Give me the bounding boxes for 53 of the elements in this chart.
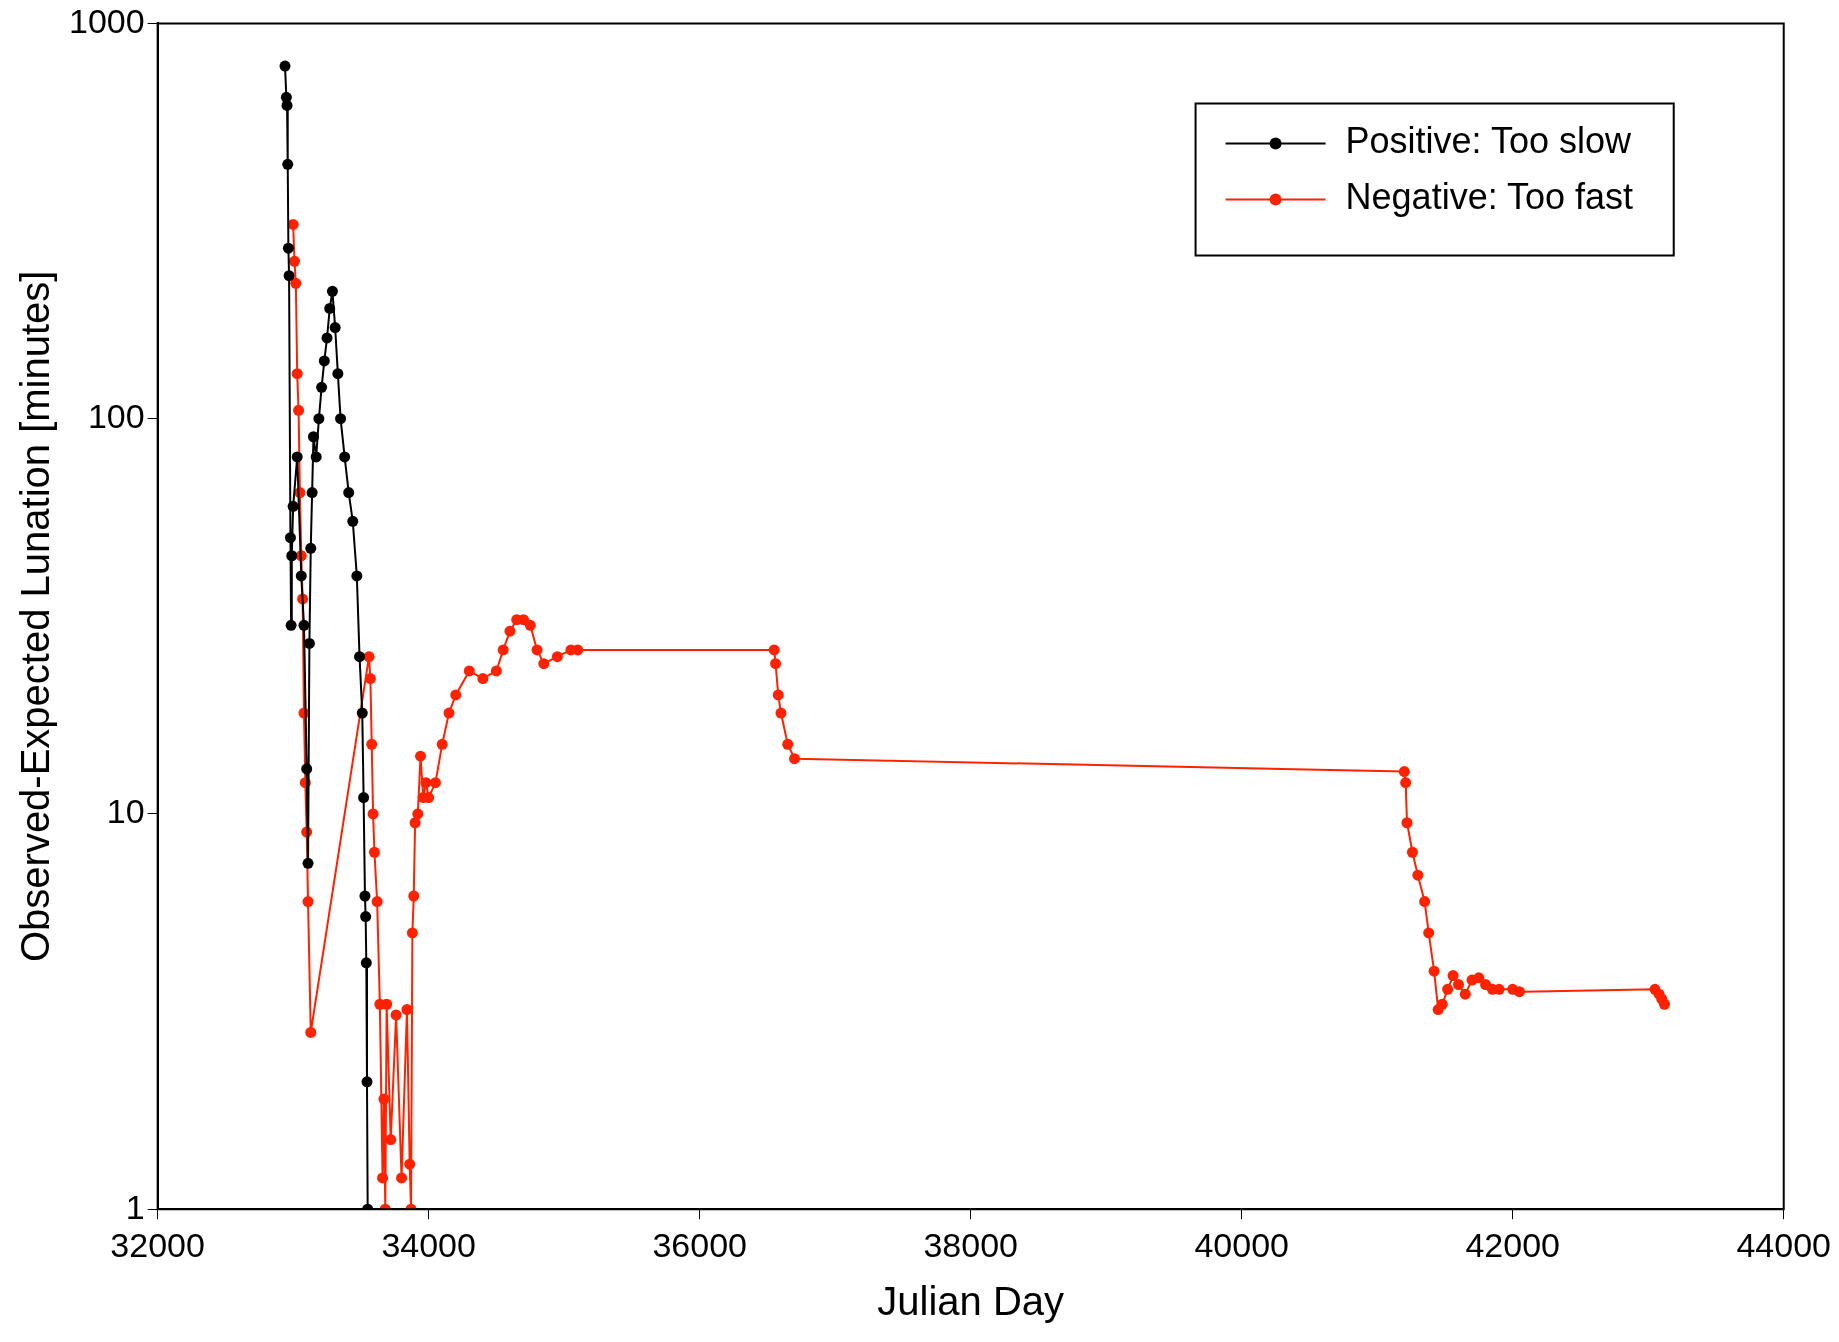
x-tick-label: 34000: [381, 1225, 476, 1264]
point: [354, 651, 366, 663]
x-tick-label: 40000: [1194, 1225, 1289, 1264]
y-tick-label: 100: [87, 397, 145, 436]
point: [306, 487, 318, 499]
point: [310, 451, 322, 463]
point: [335, 413, 347, 425]
point: [303, 637, 315, 649]
point: [360, 911, 372, 923]
point: [307, 431, 319, 443]
point: [287, 500, 299, 512]
y-tick-label: 1000: [69, 1, 145, 40]
point: [302, 857, 314, 869]
point: [295, 570, 307, 582]
x-tick-label: 38000: [923, 1225, 1018, 1264]
x-axis-title: Julian Day: [877, 1279, 1065, 1324]
point: [358, 792, 370, 804]
point: [283, 270, 295, 282]
point: [343, 487, 355, 499]
point: [326, 285, 338, 297]
point: [360, 957, 372, 969]
x-tick-label: 32000: [110, 1225, 205, 1264]
point: [305, 542, 317, 554]
point: [279, 60, 291, 72]
point: [284, 532, 296, 544]
point: [324, 302, 336, 314]
legend-label: Negative: Too fast: [1345, 176, 1634, 218]
legend-label: Positive: Too slow: [1345, 120, 1633, 162]
point: [291, 451, 303, 463]
point: [316, 381, 328, 393]
point: [313, 413, 325, 425]
point: [359, 890, 371, 902]
y-tick-label: 1: [125, 1187, 145, 1226]
point: [361, 1076, 373, 1088]
point: [301, 763, 313, 775]
point: [298, 619, 310, 631]
point: [347, 515, 359, 527]
x-tick-label: 42000: [1465, 1225, 1560, 1264]
point: [321, 332, 333, 344]
point: [332, 368, 344, 380]
point: [339, 451, 351, 463]
point: [351, 570, 363, 582]
y-axis-title: Observed-Expected Lunation [minutes]: [13, 270, 58, 963]
x-tick-label: 44000: [1736, 1225, 1831, 1264]
y-tick-label: 10: [106, 792, 145, 831]
point: [282, 158, 294, 170]
point: [329, 322, 341, 334]
point: [285, 619, 297, 631]
x-tick-label: 36000: [652, 1225, 747, 1264]
point: [286, 550, 298, 562]
point: [318, 355, 330, 367]
point: [356, 707, 368, 719]
point: [282, 242, 294, 254]
